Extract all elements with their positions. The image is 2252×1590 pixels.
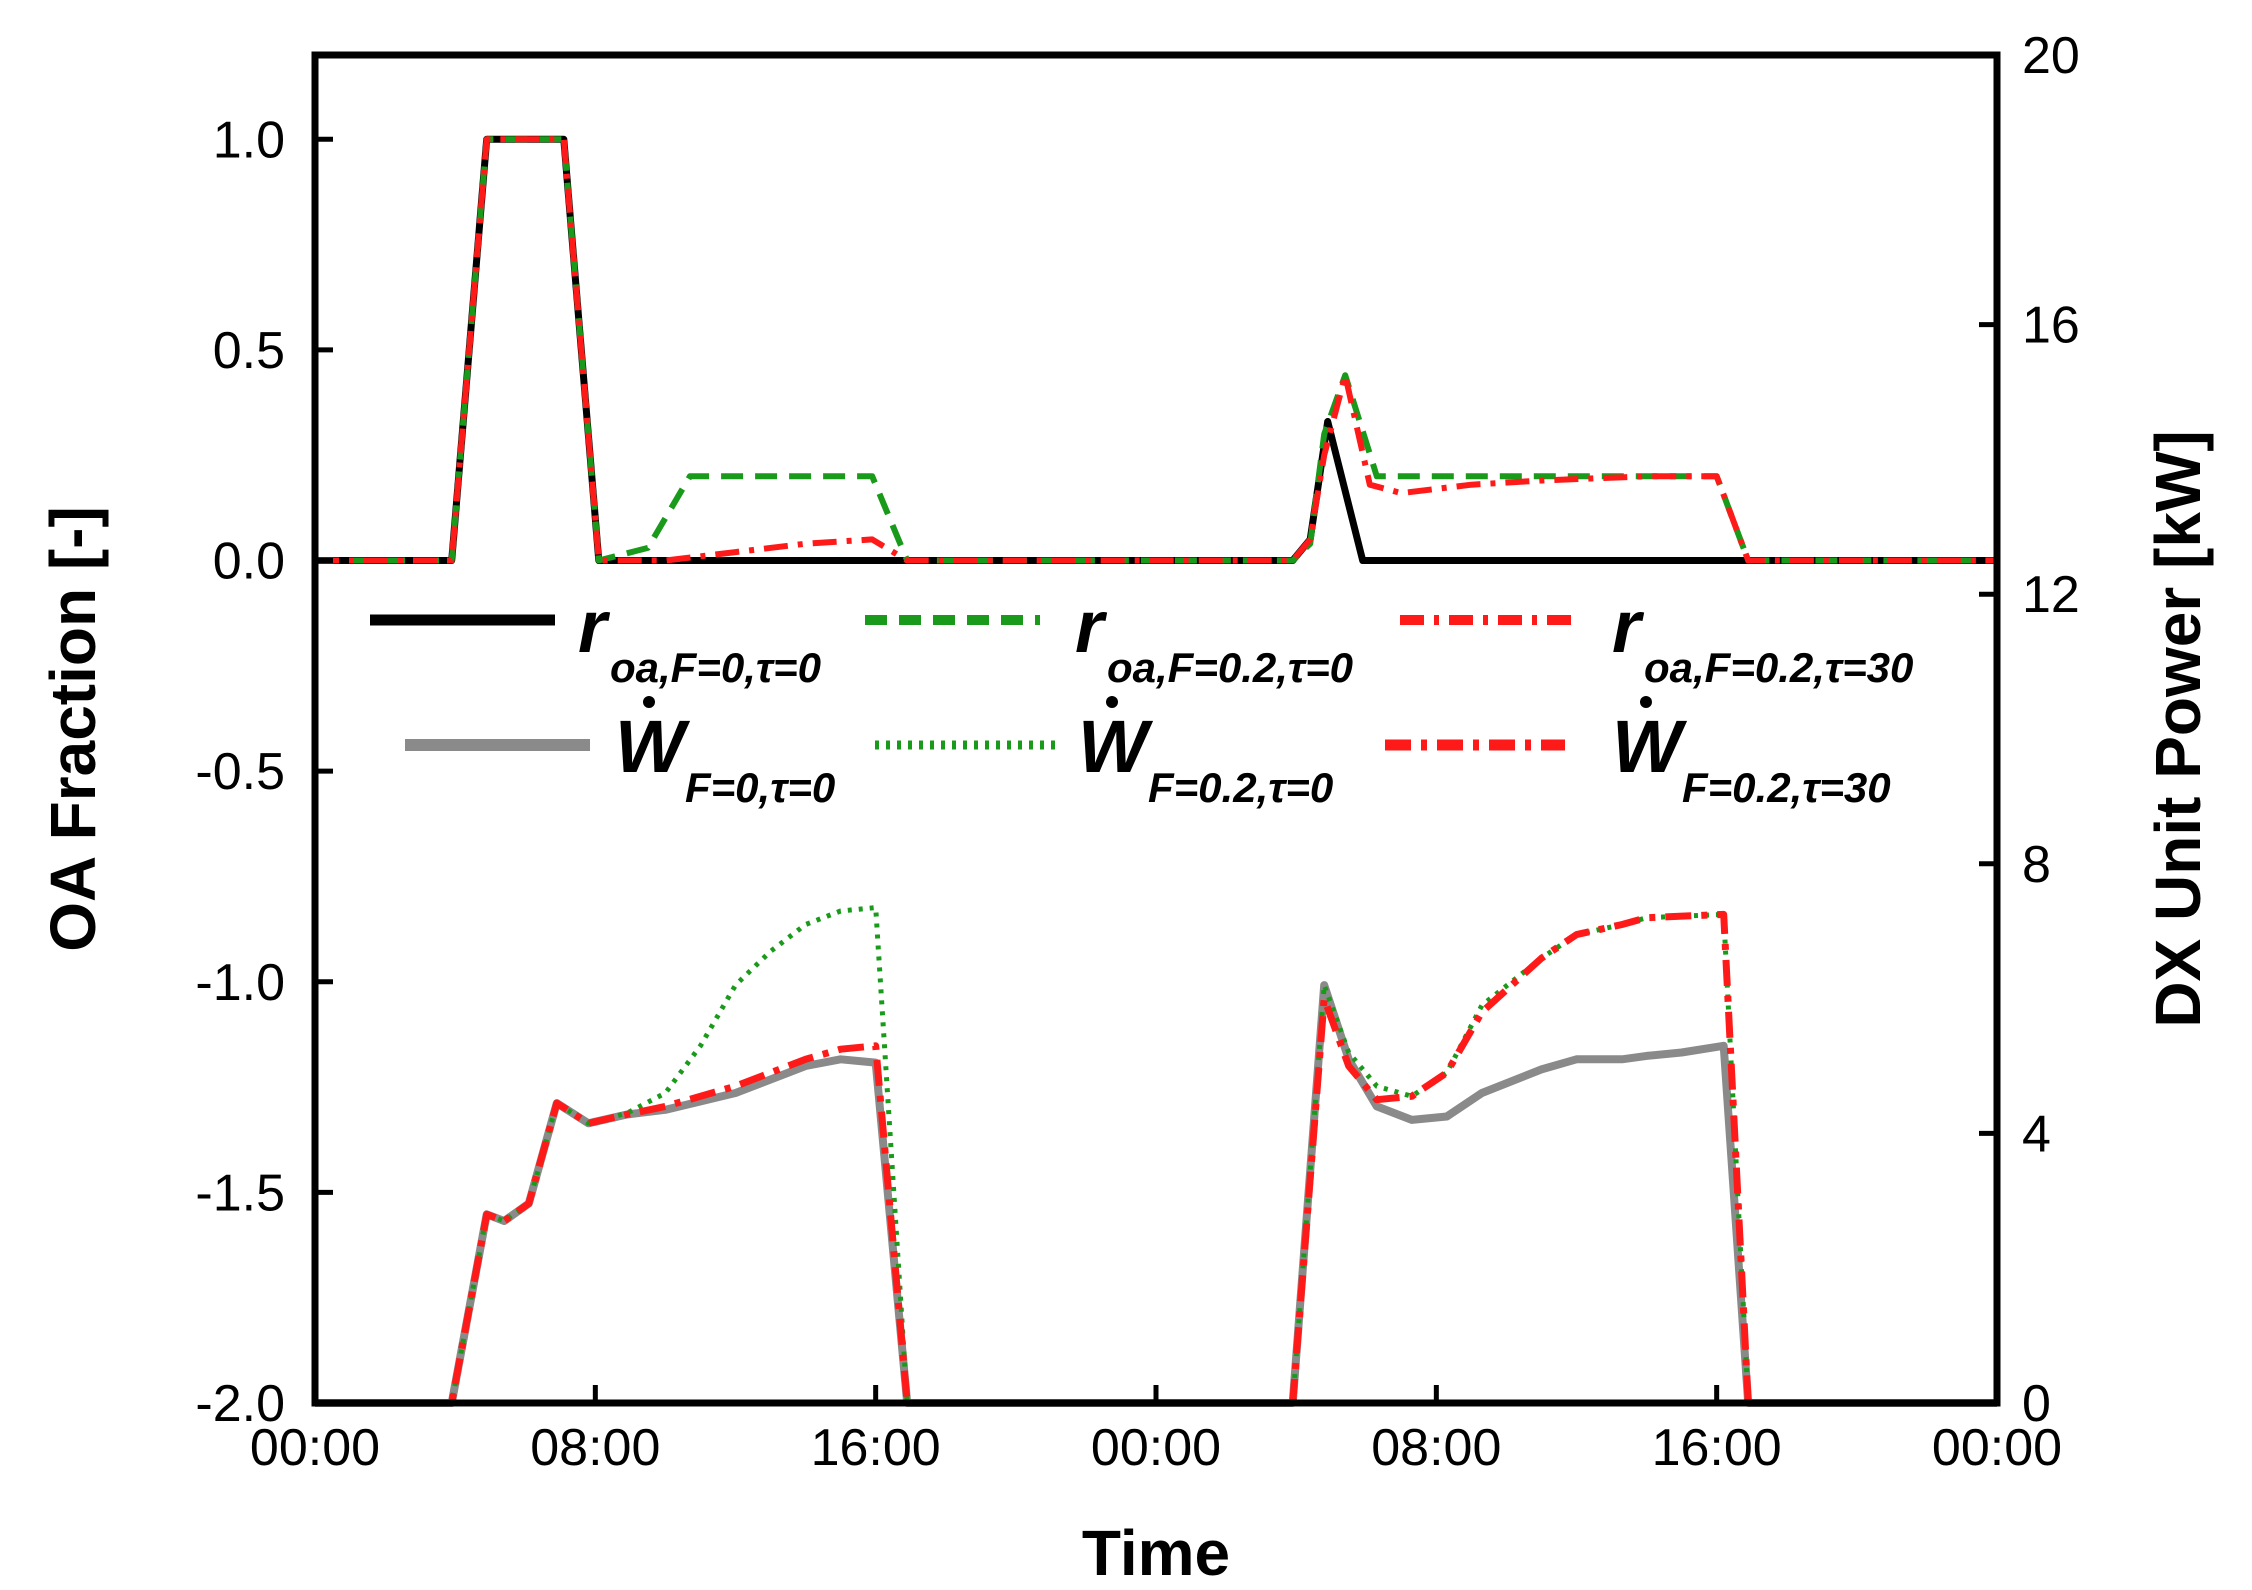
y-left-tick-label: -1.0: [195, 954, 285, 1012]
y-left-tick-label: -2.0: [195, 1375, 285, 1433]
legend-subscript-w_F02_t0: F=0.2,τ=0: [1148, 764, 1333, 811]
legend-subscript-r_F02_t30: oa,F=0.2,τ=30: [1644, 644, 1913, 691]
x-tick-label: 16:00: [1652, 1419, 1782, 1477]
legend: r oa,F=0,τ=0 r oa,F=0.2,τ=0 r oa,F=0.2,τ=30W F…: [370, 585, 1913, 811]
x-axis-title: Time: [1082, 1517, 1230, 1589]
axis-layer: 00:00 08:00 16:00 00:00 08:00 16:00 00:00-2.0-…: [195, 27, 2079, 1477]
legend-subscript-w_F0_t0: F=0,τ=0: [685, 764, 835, 811]
legend-symbol-w_F0_t0: W: [615, 705, 691, 788]
x-tick-label: 08:00: [530, 1419, 660, 1477]
legend-dot-w_F02_t30: [1640, 696, 1652, 708]
legend-dot-w_F0_t0: [643, 696, 655, 708]
legend-symbol-w_F02_t30: W: [1612, 705, 1688, 788]
y-right-tick-label: 4: [2022, 1105, 2051, 1163]
y-left-tick-label: 0.5: [213, 322, 285, 380]
series-line-w_F02_t30: [315, 910, 1997, 1407]
y-left-tick-label: 0.0: [213, 533, 285, 591]
x-tick-label: 00:00: [1091, 1419, 1221, 1477]
x-tick-label: 00:00: [1932, 1419, 2062, 1477]
legend-symbol-r_F0_t0: r: [578, 585, 611, 668]
legend-symbol-w_F02_t0: W: [1078, 705, 1154, 788]
legend-subscript-w_F02_t30: F=0.2,τ=30: [1682, 764, 1891, 811]
y-right-tick-label: 20: [2022, 27, 2080, 85]
x-tick-label: 00:00: [250, 1419, 380, 1477]
y-right-tick-label: 8: [2022, 836, 2051, 894]
plot-frame: [311, 51, 2001, 1407]
y-axis-title-right: DX Unit Power [kW]: [2142, 430, 2214, 1027]
y-axis-title-left: OA Fraction [-]: [37, 506, 109, 952]
legend-symbol-r_F02_t30: r: [1612, 585, 1645, 668]
series-line-w_F02_t0: [315, 905, 1997, 1406]
y-left-tick-label: 1.0: [213, 111, 285, 169]
y-left-tick-label: -1.5: [195, 1164, 285, 1222]
legend-dot-w_F02_t0: [1106, 696, 1118, 708]
series-line-r_F02_t30: [315, 136, 1997, 564]
x-tick-label: 08:00: [1371, 1419, 1501, 1477]
y-right-tick-label: 12: [2022, 566, 2080, 624]
y-right-tick-label: 16: [2022, 297, 2080, 355]
legend-subscript-r_F0_t0: oa,F=0,τ=0: [610, 644, 821, 691]
y-left-tick-label: -0.5: [195, 743, 285, 801]
y-right-tick-label: 0: [2022, 1375, 2051, 1433]
legend-subscript-r_F02_t0: oa,F=0.2,τ=0: [1107, 644, 1353, 691]
legend-symbol-r_F02_t0: r: [1075, 585, 1108, 668]
x-tick-label: 16:00: [811, 1419, 941, 1477]
